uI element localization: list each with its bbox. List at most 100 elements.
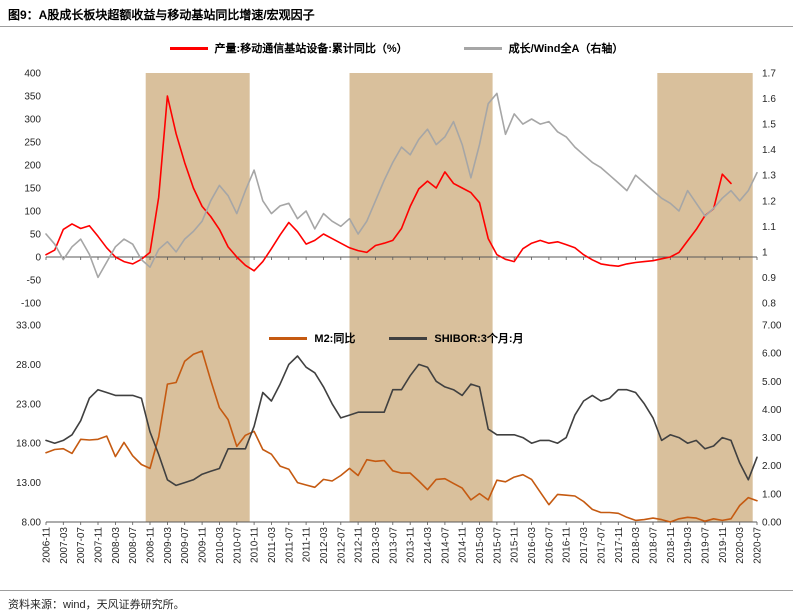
x-tick-label: 2011-03 [267, 527, 278, 563]
x-tick-label: 2011-07 [284, 527, 295, 563]
top-left_axis-tick-label: 0 [35, 253, 41, 264]
bottom-right_axis-tick-label: 6.00 [762, 349, 782, 360]
x-tick-label: 2017-03 [579, 527, 590, 564]
x-tick-label: 2013-03 [371, 527, 382, 564]
x-tick-label: 2019-03 [683, 527, 694, 564]
x-axis-labels: 2006-11 2007-03 2007-07 2007-11 2008-03 2008-… [42, 527, 764, 564]
bottom-left_axis-tick-label: 23.00 [16, 399, 41, 410]
x-tick-label: 2009-11 [198, 527, 209, 563]
x-tick-label: 2008-11 [146, 527, 157, 563]
bottom-right_axis-tick-label: 1.00 [762, 489, 782, 500]
x-tick-label: 2014-07 [440, 527, 451, 564]
top-left_axis-tick-label: 50 [30, 230, 42, 241]
legend-item-growth-ratio: 成长/Wind全A（右轴） [463, 40, 624, 56]
bottom-right_axis-tick-label: 3.00 [762, 433, 782, 444]
x-tick-label: 2020-07 [753, 527, 764, 564]
top-series-line-1 [45, 92, 758, 279]
top-left_axis-tick-label: 100 [24, 207, 41, 218]
highlight-bands [145, 73, 753, 522]
x-tick-label: 2018-07 [649, 527, 660, 564]
x-tick-label: 2012-07 [336, 527, 347, 564]
x-tick-label: 2018-11 [666, 527, 677, 563]
legend-line-gray [463, 46, 502, 50]
x-tick-label: 2014-03 [423, 527, 434, 564]
legend-item-production: 产量:移动通信基站设备:累计同比（%） [169, 40, 408, 56]
top-panel: 400 350 300 250 200 150 100 50 0 -50 -100 1.7 1.6 1.5… [21, 69, 776, 310]
bottom-right_axis-tick-label: 7.00 [762, 321, 782, 332]
bottom-left_axis-tick-label: 13.00 [16, 478, 41, 489]
top-left_axis-tick-label: 300 [24, 115, 41, 126]
highlight-band [349, 73, 493, 522]
title-divider [0, 26, 793, 27]
legend-label-shibor: SHIBOR:3个月:月 [434, 333, 524, 345]
top-left_axis-tick-label: 150 [24, 184, 41, 195]
x-tick-label: 2016-11 [562, 527, 573, 563]
legend-line-orange [269, 336, 308, 340]
legend-label-m2: M2:同比 [314, 333, 356, 345]
figure-title: 图9：A股成长板块超额收益与移动基站同比增速/宏观因子 [8, 8, 315, 22]
bottom-panel: 33.00 28.00 23.00 18.00 13.00 8.00 7.00 6.00 5.0… [16, 321, 782, 529]
x-tick-label: 2016-07 [544, 527, 555, 564]
x-tick-label: 2009-07 [180, 527, 191, 564]
x-tick-label: 2019-11 [718, 527, 729, 563]
x-tick-label: 2015-07 [492, 527, 503, 564]
bottom-left_axis-tick-label: 28.00 [16, 360, 41, 371]
x-tick-label: 2017-11 [614, 527, 625, 563]
x-tick-label: 2019-07 [701, 527, 712, 564]
highlight-band [145, 73, 250, 522]
top-right_axis-tick-label: 1.2 [762, 196, 776, 207]
x-tick-label: 2007-11 [94, 527, 105, 563]
x-tick-label: 2013-07 [388, 527, 399, 564]
bottom-series-line-0 [45, 350, 758, 523]
x-tick-label: 2018-03 [631, 527, 642, 564]
top-right_axis-tick-label: 1.7 [762, 69, 776, 80]
legend-top: 产量:移动通信基站设备:累计同比（%） 成长/Wind全A（右轴） [0, 40, 793, 56]
x-tick-label: 2008-07 [128, 527, 139, 564]
top-left_axis-tick-label: 250 [24, 138, 41, 149]
top-right_axis-tick-label: 0.9 [762, 273, 776, 284]
source-note: 资料来源：wind，天风证券研究所。 [8, 599, 185, 611]
x-tick-label: 2007-03 [59, 527, 70, 564]
legend-line-red [169, 46, 208, 50]
bottom-right_axis-tick-label: 4.00 [762, 405, 782, 416]
top-right_axis-tick-label: 1.3 [762, 171, 776, 182]
bottom-right_axis-tick-label: 5.00 [762, 377, 782, 388]
x-tick-label: 2010-07 [232, 527, 243, 564]
legend-item-m2: M2:同比 [269, 330, 355, 346]
x-tick-label: 2012-03 [319, 527, 330, 564]
x-tick-label: 2008-03 [111, 527, 122, 564]
x-tick-label: 2017-07 [596, 527, 607, 564]
top-left_axis-tick-label: -50 [27, 276, 42, 287]
legend-bottom: M2:同比 SHIBOR:3个月:月 [0, 330, 793, 346]
top-left_axis-tick-label: 400 [24, 69, 41, 80]
legend-line-dark [389, 336, 428, 340]
x-tick-label: 2007-07 [76, 527, 87, 564]
x-tick-label: 2010-03 [215, 527, 226, 564]
top-series-line-0 [45, 95, 732, 272]
bottom-left_axis-tick-label: 33.00 [16, 321, 41, 332]
highlight-band [657, 73, 753, 522]
bottom-left_axis-tick-label: 8.00 [22, 518, 42, 529]
footer-divider [0, 590, 793, 591]
x-tick-label: 2006-11 [42, 527, 53, 563]
x-tick-label: 2010-11 [250, 527, 261, 563]
x-tick-label: 2015-03 [475, 527, 486, 564]
legend-label-growth-ratio: 成长/Wind全A（右轴） [508, 43, 624, 55]
x-tick-label: 2016-03 [527, 527, 538, 564]
x-tick-label: 2013-11 [406, 527, 417, 563]
top-right_axis-tick-label: 1.4 [762, 145, 776, 156]
top-right_axis-tick-label: 1 [762, 247, 768, 258]
x-tick-label: 2014-11 [458, 527, 469, 563]
x-tick-label: 2012-11 [354, 527, 365, 563]
top-left_axis-tick-label: 350 [24, 92, 41, 103]
top-right_axis-tick-label: 1.5 [762, 120, 776, 131]
bottom-right_axis-tick-label: 2.00 [762, 461, 782, 472]
x-tick-label: 2011-11 [302, 527, 313, 563]
x-tick-label: 2020-03 [735, 527, 746, 564]
x-tick-label: 2009-03 [163, 527, 174, 564]
bottom-right_axis-tick-label: 0.00 [762, 518, 782, 529]
bottom-left_axis-tick-label: 18.00 [16, 439, 41, 450]
legend-item-shibor: SHIBOR:3个月:月 [389, 330, 524, 346]
